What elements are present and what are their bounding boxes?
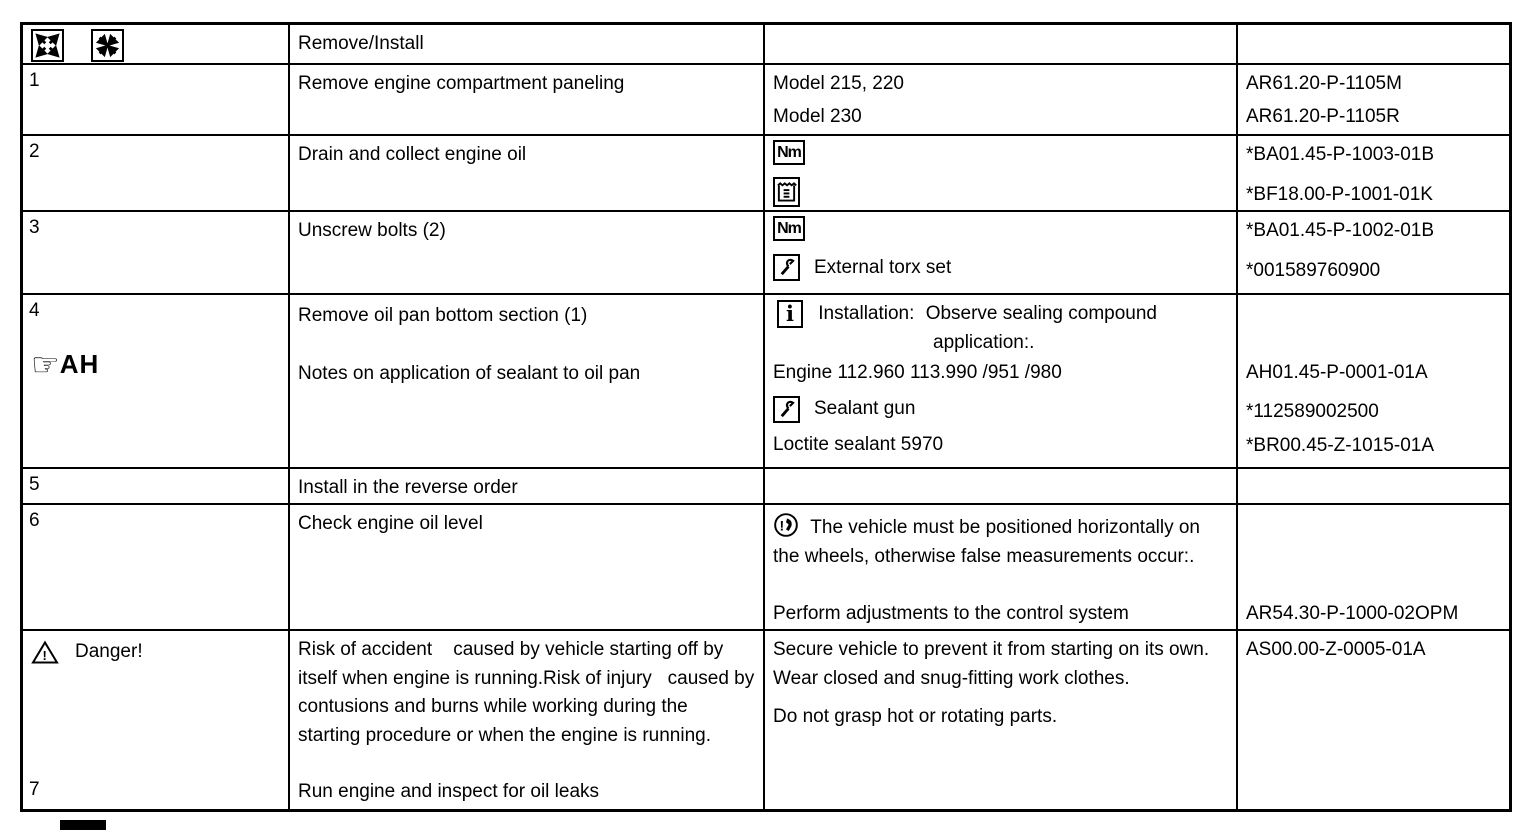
doc-ref: AH01.45-P-0001-01A: [1246, 362, 1428, 383]
doc-ref: *001589760900: [1246, 259, 1381, 281]
nm-icon-label: Nm: [777, 143, 802, 161]
risk-text: Risk of accident caused by vehicle start…: [298, 639, 760, 746]
doc-ref: AR61.20-P-1105M: [1246, 73, 1402, 94]
procedure-cell: Remove engine compartment paneling: [290, 65, 765, 136]
step-cell: 5: [23, 469, 290, 505]
torque-nm-icon: Nm: [773, 216, 805, 242]
operation-note-icon: !: [773, 512, 799, 538]
procedure-text: Check engine oil level: [298, 513, 483, 534]
svg-text:!: !: [780, 517, 785, 533]
safety-text: Wear closed and snug-fitting work clothe…: [773, 667, 1130, 689]
ref-cell: AR61.20-P-1105M AR61.20-P-1105R: [1238, 65, 1509, 136]
info-icon: i: [777, 300, 803, 328]
detail-cell: [765, 469, 1238, 505]
nm-icon-label: Nm: [777, 219, 802, 237]
danger-label: Danger!: [75, 641, 143, 662]
procedure-cell: Unscrew bolts (2): [290, 212, 765, 295]
model-line: Model 215, 220: [773, 73, 904, 94]
detail-cell: Secure vehicle to prevent it from starti…: [765, 631, 1238, 809]
procedure-text: Notes on application of sealant to oil p…: [298, 363, 641, 384]
collapse-arrows-icon: [91, 29, 125, 62]
ref-cell: AH01.45-P-0001-01A *112589002500 *BR00.4…: [1238, 295, 1509, 469]
ref-cell: AR54.30-P-1000-02OPM: [1238, 505, 1509, 631]
header-icons-cell: [23, 25, 290, 65]
step-number: 6: [29, 510, 40, 531]
doc-ref: *BA01.45-P-1002-01B: [1246, 220, 1435, 241]
table-title: Remove/Install: [298, 33, 424, 54]
step-cell: 3: [23, 212, 290, 295]
step-cell: 4 ☞AH: [23, 295, 290, 469]
doc-ref: *BF18.00-P-1001-01K: [1246, 183, 1433, 205]
action-text: Perform adjustments to the control syste…: [773, 603, 1129, 624]
step-number: 3: [29, 217, 40, 238]
step-number: 4: [29, 300, 40, 321]
step-cell: 2: [23, 136, 290, 212]
header-title-cell: Remove/Install: [290, 25, 765, 65]
procedure-table: Remove/Install 1 Remove engine compartme…: [20, 22, 1512, 812]
procedure-cell: Remove oil pan bottom section (1) Notes …: [290, 295, 765, 469]
tool-label: External torx set: [814, 256, 952, 278]
detail-cell: Nm: [765, 136, 1238, 212]
procedure-text: Run engine and inspect for oil leaks: [298, 781, 600, 802]
warning-triangle-icon: !: [31, 640, 59, 665]
detail-cell: i Installation: Observe sealing compound…: [765, 295, 1238, 469]
procedure-cell: Install in the reverse order: [290, 469, 765, 505]
step-number: 1: [29, 70, 40, 91]
doc-ref: *BA01.45-P-1003-01B: [1246, 144, 1435, 165]
procedure-text: Unscrew bolts (2): [298, 220, 446, 241]
torque-nm-icon: Nm: [773, 140, 805, 166]
procedure-text: Drain and collect engine oil: [298, 144, 527, 165]
detail-cell: ! The vehicle must be positioned horizon…: [765, 505, 1238, 631]
model-line: Model 230: [773, 105, 862, 127]
info-text: application:.: [933, 331, 1035, 353]
info-label: Installation:: [818, 303, 915, 325]
svg-text:!: !: [43, 648, 47, 663]
header-empty-ref-cell: [1238, 25, 1509, 65]
fluid-capacity-icon: [773, 176, 800, 207]
procedure-cell: Risk of accident caused by vehicle start…: [290, 631, 765, 809]
special-tool-icon: [773, 254, 800, 282]
safety-text: Secure vehicle to prevent it from starti…: [773, 639, 1210, 660]
step-cell: 1: [23, 65, 290, 136]
step-cell: 6: [23, 505, 290, 631]
doc-ref: AR54.30-P-1000-02OPM: [1246, 603, 1459, 624]
danger-step-cell: ! Danger! 7: [23, 631, 290, 809]
ref-cell: *BA01.45-P-1003-01B *BF18.00-P-1001-01K: [1238, 136, 1509, 212]
step-number: 7: [29, 779, 40, 800]
ref-cell: AS00.00-Z-0005-01A: [1238, 631, 1509, 809]
special-tool-icon: [773, 395, 800, 423]
tool-label: Sealant gun: [814, 398, 916, 419]
note-text: The vehicle must be positioned horizonta…: [773, 517, 1201, 567]
step-number: 5: [29, 474, 40, 495]
ah-marker: AH: [59, 349, 100, 379]
expand-arrows-icon: [31, 29, 64, 62]
procedure-text: Install in the reverse order: [298, 477, 518, 498]
doc-ref: AR61.20-P-1105R: [1246, 105, 1400, 127]
pointing-hand-icon: ☞: [31, 346, 60, 383]
engine-applicability: Engine 112.960 113.990 /951 /980: [773, 362, 1062, 383]
ref-cell: [1238, 469, 1509, 505]
step-number: 2: [29, 141, 40, 162]
info-text: Observe sealing compound: [925, 303, 1157, 325]
clipped-footnote-icon: [60, 820, 106, 830]
procedure-cell: Drain and collect engine oil: [290, 136, 765, 212]
procedure-text: Remove oil pan bottom section (1): [298, 305, 588, 326]
ref-cell: *BA01.45-P-1002-01B *001589760900: [1238, 212, 1509, 295]
sealant-line: Loctite sealant 5970: [773, 434, 944, 455]
safety-text: Do not grasp hot or rotating parts.: [773, 706, 1058, 727]
procedure-cell: Check engine oil level: [290, 505, 765, 631]
detail-cell: Nm External torx set: [765, 212, 1238, 295]
doc-ref: *112589002500: [1246, 401, 1379, 422]
doc-ref: *BR00.45-Z-1015-01A: [1246, 435, 1434, 456]
doc-ref: AS00.00-Z-0005-01A: [1246, 639, 1426, 660]
header-empty-detail-cell: [765, 25, 1238, 65]
procedure-text: Remove engine compartment paneling: [298, 73, 625, 94]
detail-cell: Model 215, 220 Model 230: [765, 65, 1238, 136]
